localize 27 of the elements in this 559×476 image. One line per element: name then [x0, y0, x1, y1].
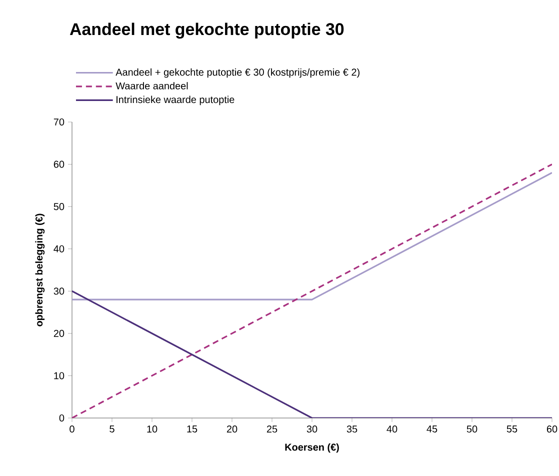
y-tick-label: 60	[54, 160, 64, 168]
x-tick-label: 35	[346, 426, 358, 433]
y-tick-label: 10	[54, 372, 64, 380]
x-tick-label: 20	[226, 426, 238, 433]
x-tick-label: 5	[110, 426, 114, 432]
x-tick-label: 30	[306, 426, 318, 433]
y-tick-label: 70	[54, 118, 64, 126]
legend-label: Aandeel + gekochte putoptie € 30 (kostprijs/premie € 2)	[116, 68, 360, 78]
y-tick-label: 30	[54, 288, 64, 295]
x-tick-label: 0	[70, 426, 74, 433]
legend-label: Waarde aandeel	[116, 82, 188, 90]
x-axis-title: Koersen (€)	[285, 443, 339, 453]
y-tick-label: 40	[54, 245, 64, 252]
y-tick-label: 20	[54, 330, 64, 337]
x-tick-label: 15	[187, 426, 198, 432]
x-tick-label: 40	[386, 426, 398, 433]
x-tick-label: 50	[466, 426, 478, 433]
chart-title: Aandeel met gekochte putoptie 30	[70, 22, 344, 39]
x-tick-label: 60	[546, 426, 558, 433]
x-tick-label: 10	[147, 426, 158, 433]
y-tick-label: 0	[59, 414, 64, 422]
legend-label: Intrinsieke waarde putoptie	[116, 96, 234, 106]
x-tick-label: 45	[426, 426, 438, 432]
y-tick-label: 50	[54, 203, 64, 210]
x-tick-label: 55	[506, 426, 518, 432]
y-axis-title: opbrengst belegging (€)	[35, 214, 45, 326]
x-tick-label: 25	[266, 426, 278, 433]
